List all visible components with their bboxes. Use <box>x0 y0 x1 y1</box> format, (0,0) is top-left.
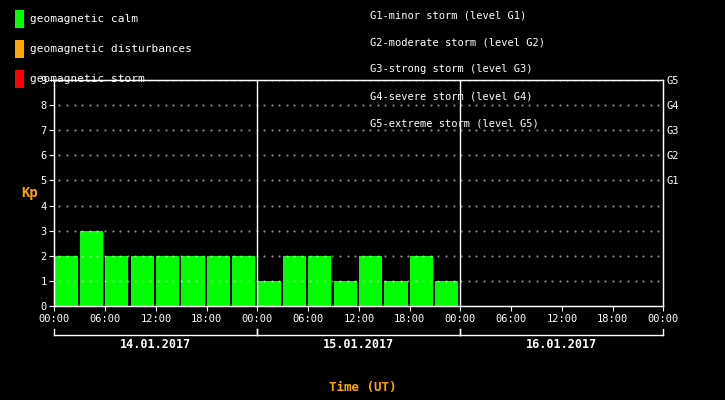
Bar <box>130 256 154 306</box>
Text: geomagnetic disturbances: geomagnetic disturbances <box>30 44 191 54</box>
Text: G1-minor storm (level G1): G1-minor storm (level G1) <box>370 10 526 20</box>
Text: geomagnetic calm: geomagnetic calm <box>30 14 138 24</box>
Bar <box>54 256 78 306</box>
Bar <box>207 256 230 306</box>
Text: 15.01.2017: 15.01.2017 <box>323 338 394 351</box>
Text: G3-strong storm (level G3): G3-strong storm (level G3) <box>370 64 532 74</box>
Text: 14.01.2017: 14.01.2017 <box>120 338 191 351</box>
Text: G4-severe storm (level G4): G4-severe storm (level G4) <box>370 92 532 102</box>
Bar <box>384 281 407 306</box>
Bar <box>410 256 433 306</box>
Bar <box>181 256 204 306</box>
Text: G5-extreme storm (level G5): G5-extreme storm (level G5) <box>370 119 539 129</box>
Bar <box>105 256 128 306</box>
Bar <box>80 231 103 306</box>
Bar <box>257 281 281 306</box>
Bar <box>232 256 255 306</box>
Text: geomagnetic storm: geomagnetic storm <box>30 74 144 84</box>
Text: Time (UT): Time (UT) <box>328 381 397 394</box>
Bar <box>359 256 382 306</box>
Y-axis label: Kp: Kp <box>21 186 38 200</box>
Bar <box>283 256 306 306</box>
Bar <box>156 256 179 306</box>
Bar <box>334 281 357 306</box>
Text: G2-moderate storm (level G2): G2-moderate storm (level G2) <box>370 37 544 47</box>
Bar <box>435 281 458 306</box>
Bar <box>308 256 331 306</box>
Text: 16.01.2017: 16.01.2017 <box>526 338 597 351</box>
